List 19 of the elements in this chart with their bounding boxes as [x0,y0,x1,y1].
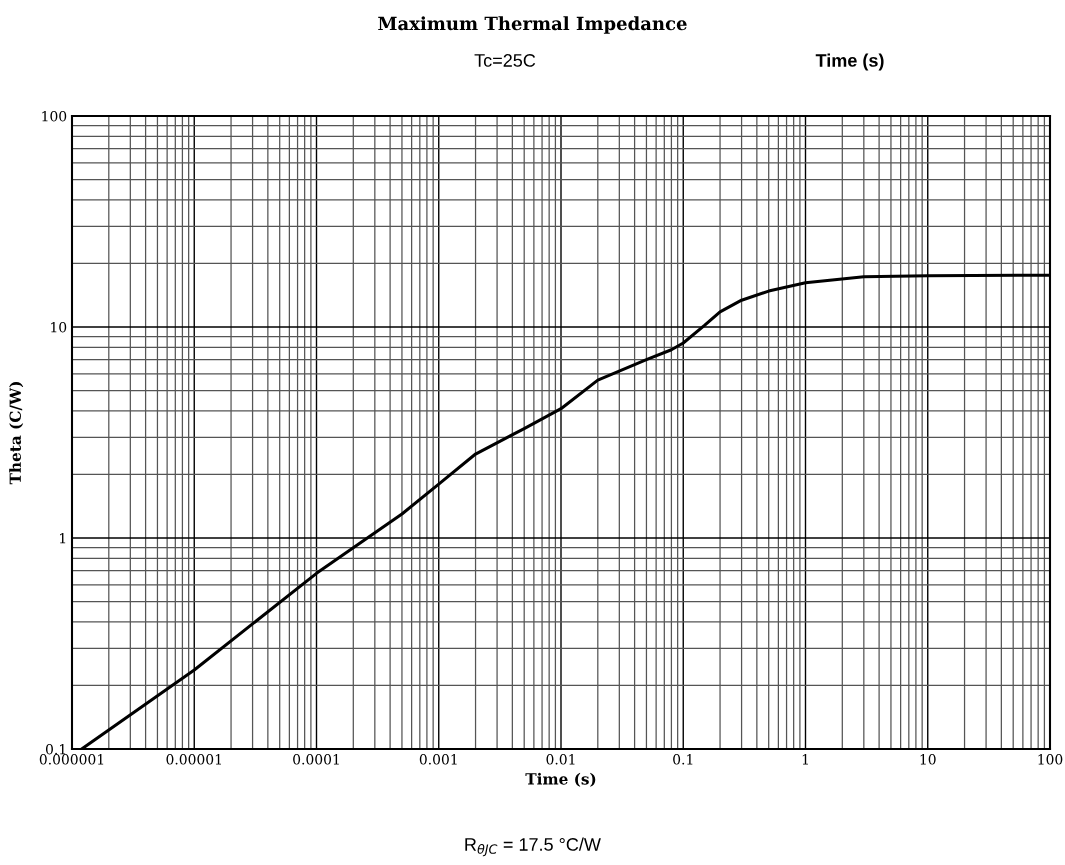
x-tick-label: 100 [1038,754,1063,765]
x-tick-label: 0.000001 [39,754,104,765]
chart-subtitle: Tc=25C [474,54,536,67]
x-tick-label: 0.001 [419,754,457,765]
y-tick-label: 100 [42,110,67,122]
text: Time (s) [815,53,884,71]
x-tick-label: 0.1 [673,754,693,765]
x-tick-label: 10 [920,754,936,765]
x-tick-label: 0.01 [546,754,575,765]
chart-title: Maximum Thermal Impedance [378,16,687,34]
text: R$_{θJC}$ = 17.5 °C/W [465,837,601,857]
x-axis-title: Time (s) [525,772,596,787]
x-tick-label: 1 [802,754,808,765]
y-tick-label: 0.1 [45,743,66,755]
y-tick-label: 1 [60,532,66,544]
x-tick-label: 0.00001 [166,754,221,765]
y-tick-label: 10 [51,321,67,333]
y-axis-title: Theta (C/W) [9,382,24,485]
x-tick-label: 0.0001 [293,754,339,765]
